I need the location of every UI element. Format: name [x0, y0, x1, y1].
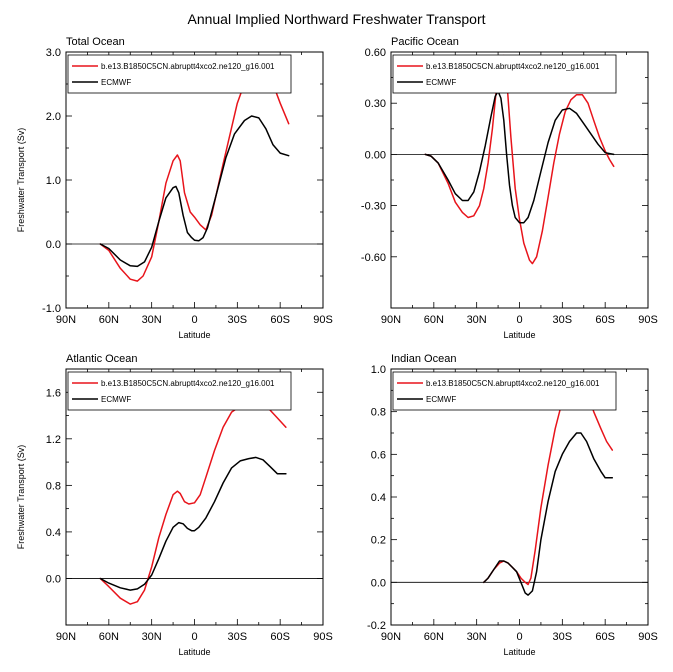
- total-ocean-y-tick-label: 0.0: [46, 239, 61, 251]
- panels: Total Ocean 90N 60N 30N 0 30S 60S 90S -1.0 0.0 1.0…: [16, 36, 658, 657]
- total-ocean-legend-label: b.e13.B1850C5CN.abruptt4xco2.ne120_g16.0…: [101, 62, 275, 71]
- indian-ocean-x-tick-label: 90S: [638, 631, 658, 643]
- total-ocean-x-tick-label: 90N: [56, 314, 76, 326]
- pacific-ocean-x-tick-label: 90S: [638, 314, 658, 326]
- pacific-ocean-x-tick-label: 60N: [424, 314, 444, 326]
- total-ocean-x-tick-label: 0: [191, 314, 197, 326]
- pacific-ocean-x-tick-label: 90N: [381, 314, 401, 326]
- atlantic-ocean-y-tick-label: 1.2: [46, 434, 61, 446]
- atlantic-ocean-y-tick-label: 0.4: [46, 527, 61, 539]
- indian-ocean-x-tick-label: 0: [516, 631, 522, 643]
- indian-ocean-y-tick-label: 0.6: [371, 449, 386, 461]
- indian-ocean-x-tick-label: 60S: [595, 631, 615, 643]
- atlantic-ocean-legend: b.e13.B1850C5CN.abruptt4xco2.ne120_g16.0…: [67, 371, 292, 411]
- indian-ocean-legend-label: b.e13.B1850C5CN.abruptt4xco2.ne120_g16.0…: [426, 379, 600, 388]
- atlantic-ocean-x-tick-label: 90S: [313, 631, 333, 643]
- figure-title: Annual Implied Northward Freshwater Tran…: [187, 11, 485, 27]
- indian-ocean-y-tick-label: -0.2: [367, 620, 386, 632]
- total-ocean-x-tick-label: 90S: [313, 314, 333, 326]
- pacific-ocean-y-tick-label: 0.60: [365, 47, 386, 59]
- atlantic-ocean-series-ecmwf-line: [99, 456, 287, 591]
- indian-ocean-legend-box: [392, 371, 617, 411]
- indian-ocean-panel: Indian Ocean 90N 60N 30N 0 30S 60S 90S -0.2 0.0 0.…: [367, 353, 658, 657]
- total-ocean-series-model-line: [99, 60, 290, 282]
- total-ocean-legend-label: ECMWF: [101, 78, 131, 87]
- atlantic-ocean-legend-label: ECMWF: [101, 395, 131, 404]
- pacific-ocean-x-tick-label: 30S: [553, 314, 573, 326]
- total-ocean-x-tick-label: 30N: [142, 314, 162, 326]
- pacific-ocean-y-tick-label: -0.60: [361, 252, 386, 264]
- pacific-ocean-x-tick-label: 30N: [467, 314, 487, 326]
- atlantic-ocean-y-tick-label: 0.0: [46, 573, 61, 585]
- indian-ocean-y-tick-label: 0.0: [371, 577, 386, 589]
- pacific-ocean-y-tick-label: -0.30: [361, 201, 386, 213]
- indian-ocean-x-tick-label: 60N: [424, 631, 444, 643]
- indian-ocean-y-tick-label: 0.2: [371, 535, 386, 547]
- pacific-ocean-x-tick-label: 60S: [595, 314, 615, 326]
- pacific-ocean-series-ecmwf-line: [424, 90, 615, 224]
- atlantic-ocean-x-tick-label: 60S: [270, 631, 290, 643]
- total-ocean-y-tick-label: 2.0: [46, 111, 61, 123]
- pacific-ocean-y-tick-label: 0.00: [365, 149, 386, 161]
- total-ocean-y-tick-label: 1.0: [46, 175, 61, 187]
- indian-ocean-legend-label: ECMWF: [426, 395, 456, 404]
- total-ocean-panel: Total Ocean 90N 60N 30N 0 30S 60S 90S -1.0 0.0 1.0…: [16, 36, 333, 340]
- atlantic-ocean-x-axis-label: Latitude: [178, 647, 210, 657]
- atlantic-ocean-series-model-line: [99, 398, 287, 605]
- indian-ocean-series-ecmwf-line: [483, 432, 614, 596]
- indian-ocean-x-tick-label: 30S: [553, 631, 573, 643]
- atlantic-ocean-y-axis-label: Freshwater Transport (Sv): [16, 445, 26, 550]
- pacific-ocean-legend-label: b.e13.B1850C5CN.abruptt4xco2.ne120_g16.0…: [426, 62, 600, 71]
- pacific-ocean-panel: Pacific Ocean 90N 60N 30N 0 30S 60S 90S -0.60 -0.…: [361, 36, 658, 340]
- total-ocean-legend: b.e13.B1850C5CN.abruptt4xco2.ne120_g16.0…: [67, 54, 292, 94]
- indian-ocean-x-axis-label: Latitude: [503, 647, 535, 657]
- atlantic-ocean-title: Atlantic Ocean: [66, 353, 138, 365]
- indian-ocean-y-tick-label: 0.4: [371, 492, 386, 504]
- total-ocean-x-tick-label: 60N: [99, 314, 119, 326]
- total-ocean-x-axis-label: Latitude: [178, 330, 210, 340]
- atlantic-ocean-x-tick-label: 90N: [56, 631, 76, 643]
- pacific-ocean-legend-label: ECMWF: [426, 78, 456, 87]
- atlantic-ocean-y-tick-label: 0.8: [46, 480, 61, 492]
- indian-ocean-x-tick-label: 30N: [467, 631, 487, 643]
- pacific-ocean-series-model-line: [424, 54, 615, 265]
- atlantic-ocean-legend-label: b.e13.B1850C5CN.abruptt4xco2.ne120_g16.0…: [101, 379, 275, 388]
- indian-ocean-legend: b.e13.B1850C5CN.abruptt4xco2.ne120_g16.0…: [392, 371, 617, 411]
- pacific-ocean-y-tick-label: 0.30: [365, 98, 386, 110]
- atlantic-ocean-legend-box: [67, 371, 292, 411]
- atlantic-ocean-x-tick-label: 0: [191, 631, 197, 643]
- total-ocean-y-tick-label: 3.0: [46, 47, 61, 59]
- total-ocean-series-ecmwf-line: [99, 115, 290, 268]
- indian-ocean-y-tick-label: 0.8: [371, 407, 386, 419]
- indian-ocean-x-tick-label: 90N: [381, 631, 401, 643]
- total-ocean-y-axis-label: Freshwater Transport (Sv): [16, 128, 26, 233]
- pacific-ocean-legend: b.e13.B1850C5CN.abruptt4xco2.ne120_g16.0…: [392, 54, 617, 94]
- total-ocean-x-tick-label: 30S: [228, 314, 248, 326]
- total-ocean-x-tick-label: 60S: [270, 314, 290, 326]
- total-ocean-title: Total Ocean: [66, 36, 125, 48]
- atlantic-ocean-x-tick-label: 30S: [228, 631, 248, 643]
- atlantic-ocean-y-tick-label: 1.6: [46, 387, 61, 399]
- atlantic-ocean-x-tick-label: 60N: [99, 631, 119, 643]
- total-ocean-legend-box: [67, 54, 292, 94]
- total-ocean-y-tick-label: -1.0: [42, 303, 61, 315]
- indian-ocean-y-tick-label: 1.0: [371, 364, 386, 376]
- pacific-ocean-legend-box: [392, 54, 617, 94]
- indian-ocean-title: Indian Ocean: [391, 353, 456, 365]
- atlantic-ocean-x-tick-label: 30N: [142, 631, 162, 643]
- atlantic-ocean-panel: Atlantic Ocean 90N 60N 30N 0 30S 60S 90S 0.0 0.4 0…: [16, 353, 333, 657]
- pacific-ocean-x-axis-label: Latitude: [503, 330, 535, 340]
- pacific-ocean-x-tick-label: 0: [516, 314, 522, 326]
- pacific-ocean-title: Pacific Ocean: [391, 36, 459, 48]
